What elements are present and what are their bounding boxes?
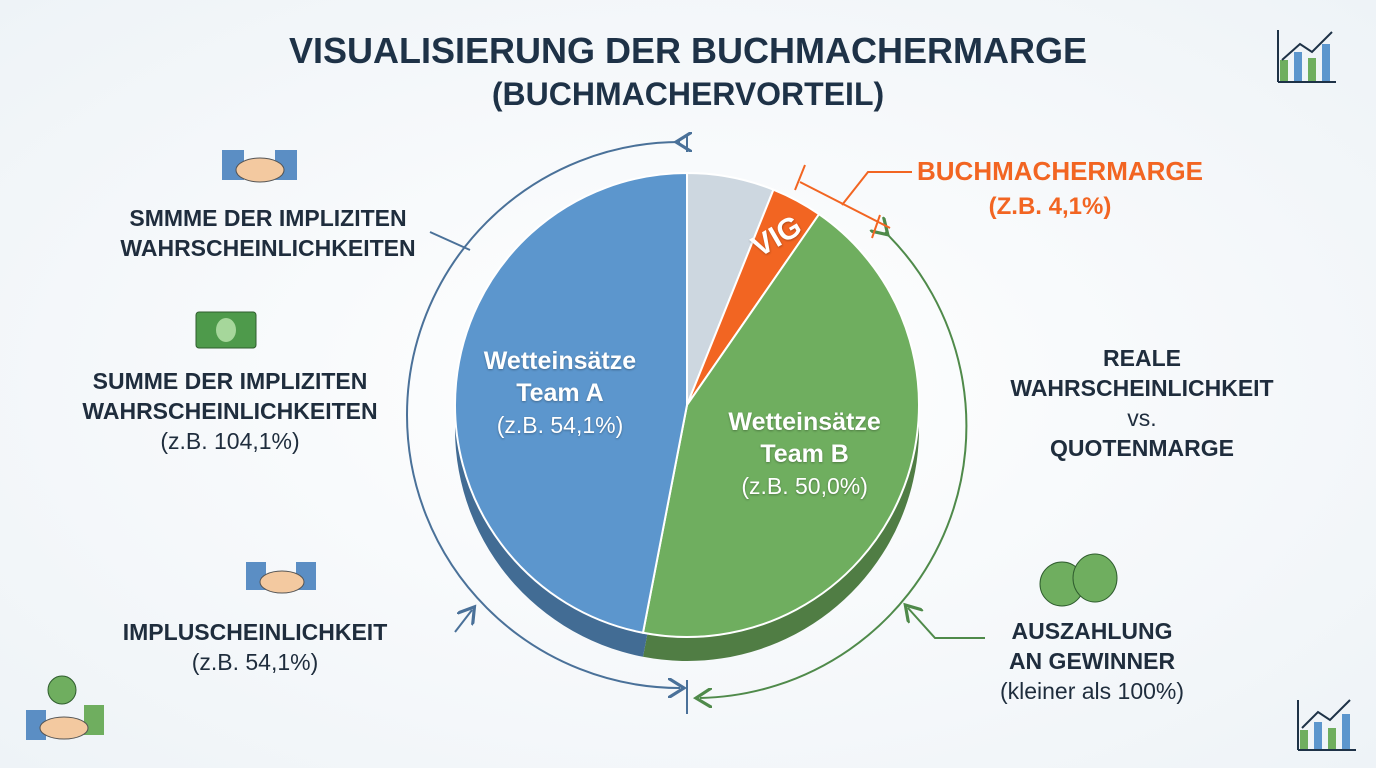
annotation-line: (z.B. 54,1%) [191,649,319,675]
icon-handshake [246,562,316,594]
annotation-line: WAHRSCHEINLICHKEITEN [120,235,416,261]
value-label: (Z.B. 4,1%) [988,193,1112,220]
connector [454,610,472,633]
annotation-line: QUOTENMARGE [1049,435,1234,461]
icon-bar-chart [1297,699,1356,751]
annotation: SMMME DER IMPLIZITEN WAHRSCHEINLICHKEITEN [120,203,415,263]
annotation-line: (z.B. 104,1%) [160,428,300,454]
annotation-line: WAHRSCHEINLICHKEITEN [82,398,378,424]
annotation: SUMME DER IMPLIZITEN WAHRSCHEINLICHKEITEN… [82,366,377,456]
chart-subtitle: (BUCHMACHERVORTEIL) [491,76,885,112]
category-label: Wetteinsätze Team A [483,346,637,407]
annotation: REALE WAHRSCHEINLICHKEIT vs. QUOTENMARGE [1010,343,1273,463]
range-arc [406,142,680,688]
margin-bracket [794,164,912,239]
slice-label: Wetteinsätze Team B (z.B. 50,0%) [720,406,890,502]
icon-handshake-coin [26,675,104,740]
slice-label: Wetteinsätze Team A (z.B. 54,1%) [475,345,645,441]
slice [454,171,688,634]
annotation-line: SMMME DER IMPLIZITEN [129,205,407,231]
annotation-line: BUCHMACHERMARGE [917,156,1203,186]
annotation-line: (kleiner als 100%) [999,678,1185,704]
annotation: AUSZAHLUNG AN GEWINNER (kleiner als 100%) [1000,616,1184,706]
annotation-line: vs. [1127,405,1157,431]
annotation: BUCHMACHERMARGE [917,156,1203,186]
range-arc [700,232,968,698]
connector [429,231,471,251]
icon-money-bags [1039,553,1118,607]
icon-bar-chart [1277,30,1336,83]
icon-handshake [222,150,297,183]
value-label: (z.B. 54,1%) [496,411,624,438]
annotation-line: REALE [1103,345,1181,371]
annotation-line: IMPLUSCHEINLICHKEIT [122,619,388,645]
annotation: IMPLUSCHEINLICHKEIT (z.B. 54,1%) [123,617,388,677]
annotation-line: WAHRSCHEINLICHKEIT [1010,375,1274,401]
annotation-line: SUMME DER IMPLIZITEN [92,368,368,394]
icon-cash [195,311,257,349]
connector [908,608,985,639]
chart-title: VISUALISIERUNG DER BUCHMACHERMARGE [288,30,1088,71]
annotation-line: AUSZAHLUNG [1011,618,1173,644]
value-label: (z.B. 50,0%) [741,473,868,500]
annotation-line: AN GEWINNER [1008,648,1176,674]
category-label: Wetteinsätze Team B [728,408,881,469]
